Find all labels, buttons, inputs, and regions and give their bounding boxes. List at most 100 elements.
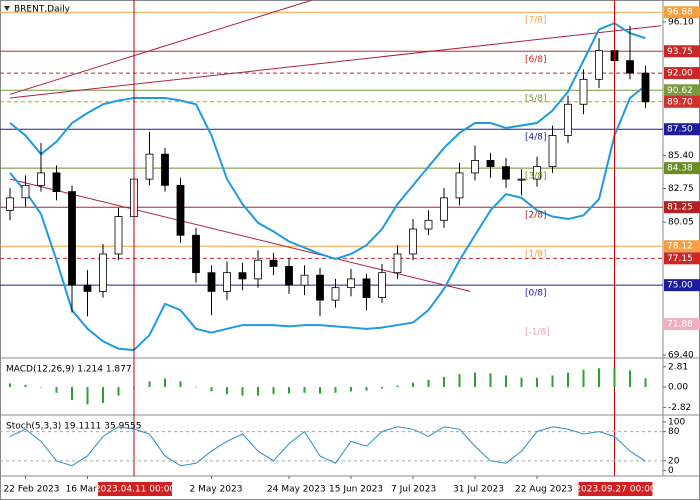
x-tick-label: 16 Mar 2023 <box>66 485 123 495</box>
level-value-label: 89.70 <box>667 97 693 107</box>
level-box <box>664 6 700 19</box>
level-value-label: 93.75 <box>667 47 693 57</box>
y-tick-label: 69.40 <box>668 351 694 361</box>
macd-bar <box>489 373 492 388</box>
level-box <box>664 45 700 58</box>
macd-bar <box>334 387 337 393</box>
candle-body <box>626 60 634 74</box>
candle-body <box>269 259 278 267</box>
macd-bar <box>505 375 507 388</box>
level-name: [2/8] <box>525 211 547 221</box>
level-value-label: 92.00 <box>667 69 693 79</box>
level-value-label: 87.50 <box>667 125 693 135</box>
macd-bar <box>303 387 306 393</box>
level-box <box>664 252 700 265</box>
macd-bar <box>272 387 275 395</box>
candle-body <box>83 284 92 292</box>
candle-body <box>331 287 340 301</box>
macd-bar <box>133 387 135 389</box>
candle-body <box>223 272 231 292</box>
macd-bar <box>71 387 73 401</box>
level-box <box>664 123 700 136</box>
candle-body <box>424 219 433 230</box>
macd-bar <box>474 372 476 388</box>
candle-body <box>300 274 309 286</box>
level-value-label: 71.88 <box>667 320 693 330</box>
y-tick-label: 0 <box>668 466 674 476</box>
y-tick-label: 82.75 <box>668 184 694 194</box>
candle-body <box>99 253 107 292</box>
candle-body <box>145 153 154 180</box>
macd-bar <box>350 387 352 392</box>
candle-body <box>347 278 355 289</box>
candle-body <box>285 266 293 286</box>
level-box <box>664 279 700 292</box>
macd-bar <box>582 369 585 388</box>
level-box <box>664 318 700 331</box>
level-box <box>664 84 700 97</box>
level-name: [3/8] <box>525 172 547 182</box>
macd-bar <box>629 370 631 388</box>
candle-body <box>207 272 216 292</box>
level-name: [7/8] <box>525 16 547 26</box>
band-lower <box>9 84 647 352</box>
macd-bar <box>443 376 445 388</box>
macd-bar <box>288 387 290 394</box>
level-value-label: 77.15 <box>667 254 693 264</box>
price-panel <box>0 0 663 352</box>
macd-bar <box>24 384 27 388</box>
candle-body <box>486 160 495 168</box>
level-name: [-1/8] <box>525 328 550 338</box>
macd-bar <box>86 387 89 405</box>
trendline <box>9 25 662 99</box>
level-box <box>664 67 700 80</box>
macd-bar <box>365 387 368 391</box>
x-tick-label: 7 Jul 2023 <box>391 485 436 495</box>
macd-bar <box>148 381 151 388</box>
macd-bar <box>613 368 616 388</box>
y-tick-label: 100 <box>668 417 685 427</box>
macd-bar <box>644 378 647 388</box>
macd-bar <box>551 375 554 388</box>
macd-bar <box>567 372 569 388</box>
level-box <box>664 201 700 214</box>
vline-date-label: 2023.09.27 00:00 <box>575 485 656 495</box>
macd-bar <box>319 387 321 394</box>
candle-body <box>52 172 61 192</box>
level-name: [5/8] <box>525 94 547 104</box>
candle-body <box>548 135 557 168</box>
macd-bar <box>179 381 182 388</box>
stoch-title: Stoch(5,3,3) 19.1111 35.9555 <box>6 422 141 432</box>
y-tick-label: 80 <box>668 427 680 437</box>
macd-bar <box>55 387 58 393</box>
candle-body <box>378 272 386 299</box>
level-value-label: 96.88 <box>667 8 693 18</box>
candle-body <box>440 197 448 221</box>
band-upper <box>9 22 646 261</box>
macd-bar <box>226 387 228 395</box>
x-tick-label: 31 Jul 2023 <box>453 485 504 495</box>
level-value-label: 90.62 <box>667 86 693 96</box>
candle-body <box>471 160 479 174</box>
stoch-line <box>9 426 646 467</box>
level-box <box>664 240 700 253</box>
macd-bar <box>598 368 600 388</box>
vline-date-label: 2023.04.11 00:00 <box>95 485 176 495</box>
level-name: [1/8] <box>525 250 547 260</box>
y-tick-label: 80.05 <box>668 218 694 228</box>
candle-body <box>238 272 247 280</box>
chart-title: BRENT,Daily <box>14 5 71 15</box>
candle-body <box>455 172 464 199</box>
level-value-label: 84.38 <box>667 164 693 174</box>
macd-bar <box>427 379 430 388</box>
candle-body <box>68 191 76 286</box>
candle-body <box>595 50 603 80</box>
y-tick-label: 96.10 <box>668 17 694 27</box>
y-tick-label: -2.82 <box>668 403 691 413</box>
macd-bar <box>195 387 197 388</box>
x-tick-label: 22 Feb 2023 <box>4 485 60 495</box>
vline-date-box <box>98 482 172 496</box>
macd-bar <box>102 387 104 403</box>
y-tick-label: 2.81 <box>668 362 688 372</box>
